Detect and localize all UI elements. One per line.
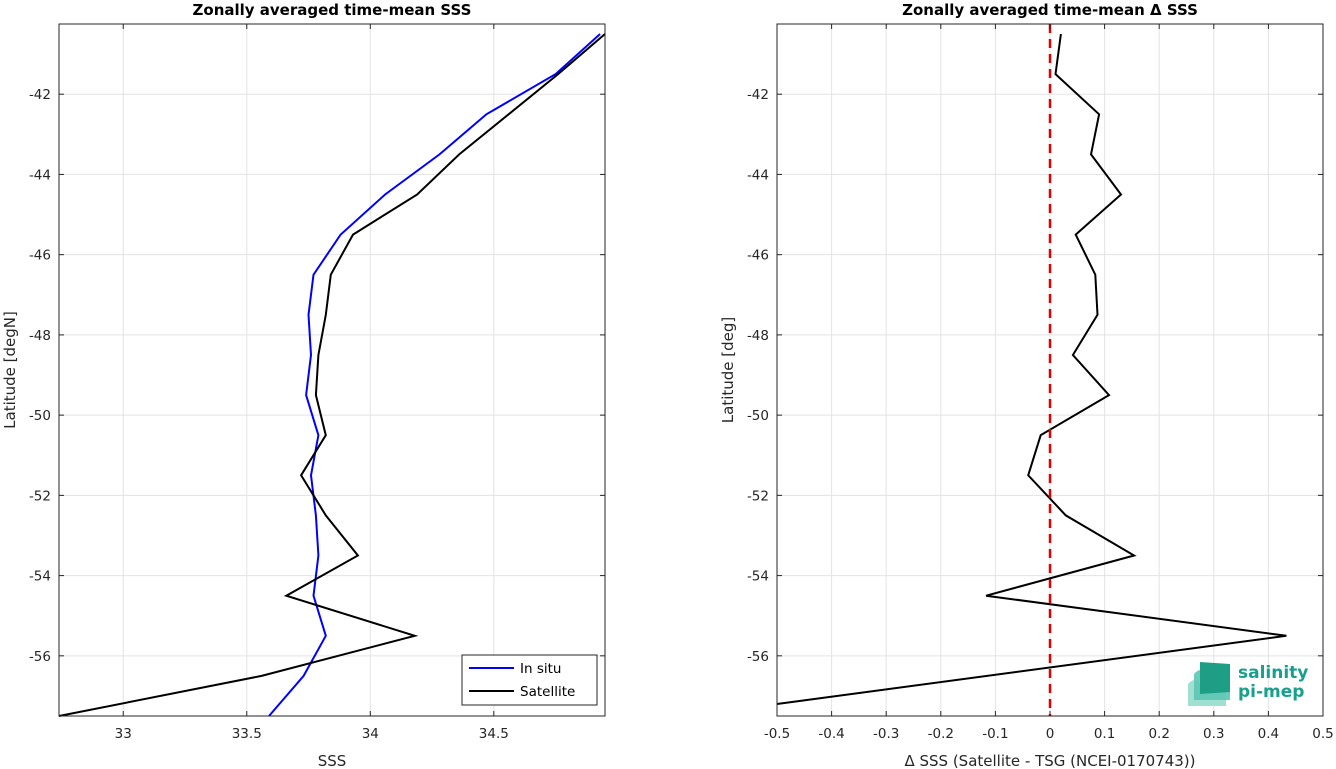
left-x-tick-label: 33 [115,726,132,742]
left-x-axis-label: SSS [318,752,347,769]
right-x-tick-label: 0.5 [1312,726,1333,742]
right-series-lines [776,24,1287,716]
legend-label-in-situ: In situ [520,661,561,677]
right-x-tick-label: -0.1 [982,726,1008,742]
right-x-tick-label: 0.4 [1258,726,1279,742]
right-x-tick-label: -0.3 [873,726,899,742]
left-y-tick-label: -52 [29,488,51,504]
left-y-tick-label: -42 [29,87,51,103]
right-y-tick-label: -50 [747,408,769,424]
right-y-tick-label: -52 [747,488,769,504]
right-x-tick-label: -0.4 [818,726,844,742]
left-series-line-in-situ [268,33,601,717]
left-chart-title: Zonally averaged time-mean SSS [193,1,472,19]
right-y-tick-label: -42 [747,87,769,103]
logo-text-line1: salinity [1238,663,1308,683]
right-chart-panel: -0.5 -0.4 -0.3 -0.2 -0.1 0 0.1 0.2 0.3 0.4 0.5 -56 -… [719,1,1334,769]
left-y-tick-label: -44 [29,167,51,183]
right-x-tick-label: -0.2 [928,726,954,742]
right-x-tick-label: -0.5 [764,726,790,742]
salinity-pi-mep-logo: salinity pi-mep [1188,662,1308,706]
left-y-tick-label: -46 [29,248,51,264]
right-x-tick-label: 0 [1046,726,1055,742]
left-y-tick-label: -54 [29,569,51,585]
left-chart-panel: 33 33.5 34 34.5 -56 -54 -52 -50 -48 -46 -44 -42 Zon… [1,1,606,769]
right-y-tick-label: -56 [747,649,769,665]
left-ticks: 33 33.5 34 34.5 -56 -54 -52 -50 -48 -46 -44 -42 [29,24,605,742]
left-y-tick-label: -50 [29,408,51,424]
left-grid [59,24,605,716]
right-y-tick-label: -44 [747,167,769,183]
left-y-tick-label: -56 [29,649,51,665]
logo-text-line2: pi-mep [1238,682,1304,702]
left-x-tick-label: 33.5 [232,726,262,742]
right-y-tick-label: -46 [747,248,769,264]
right-y-tick-label: -48 [747,328,769,344]
right-y-tick-label: -54 [747,569,769,585]
right-x-tick-label: 0.2 [1148,726,1169,742]
right-x-tick-label: 0.3 [1203,726,1224,742]
legend: In situ Satellite [461,654,598,706]
left-x-tick-label: 34.5 [479,726,509,742]
legend-label-satellite: Satellite [520,684,575,700]
left-y-tick-label: -48 [29,328,51,344]
logo-waves-icon [1188,662,1230,706]
left-series-lines [58,33,606,717]
left-series-line-satellite [58,33,606,717]
legend-box [461,654,598,706]
right-x-axis-label: Δ SSS (Satellite - TSG (NCEI-0170743)) [904,752,1195,769]
left-y-axis-label: Latitude [degN] [1,311,19,429]
right-ticks: -0.5 -0.4 -0.3 -0.2 -0.1 0 0.1 0.2 0.3 0.4 0.5 -56 -… [747,24,1334,742]
right-series-line-delta-sss [776,33,1287,705]
right-chart-title: Zonally averaged time-mean Δ SSS [902,1,1198,19]
left-x-tick-label: 34 [362,726,379,742]
right-x-tick-label: 0.1 [1094,726,1115,742]
right-y-axis-label: Latitude [deg] [719,317,737,423]
left-axes-box [58,23,606,717]
